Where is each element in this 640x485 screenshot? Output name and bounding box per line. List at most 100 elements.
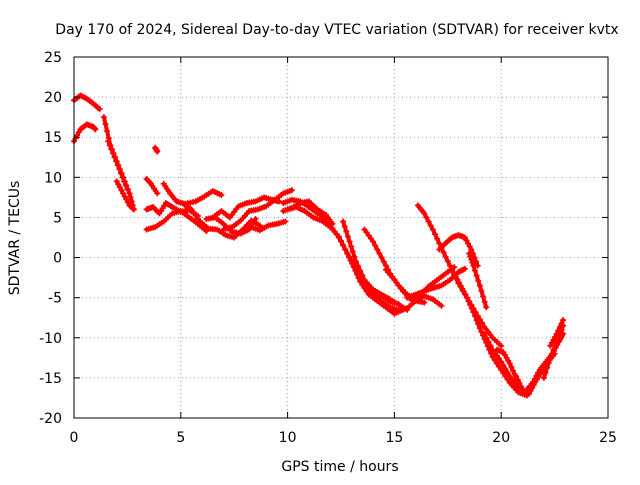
data-point [475,277,482,284]
data-point [514,376,521,383]
data-point [327,222,334,229]
data-point [481,330,488,337]
data-point [442,253,449,260]
data-point [461,265,468,272]
data-point [349,248,356,255]
y-tick-label: -5 [48,291,62,307]
data-point [126,190,133,197]
data-point [544,364,551,371]
data-point [506,360,513,367]
data-point [354,271,361,278]
data-point [468,305,475,312]
data-point [487,342,494,349]
data-point [124,186,131,193]
data-point [282,218,289,225]
data-point [446,262,453,269]
data-point [154,148,161,155]
data-point [130,206,137,213]
data-point [545,359,552,366]
data-point [363,288,370,295]
data-point [363,229,370,236]
data-point [547,354,554,361]
data-point [493,352,500,359]
data-point [461,234,468,241]
data-point [104,128,111,135]
data-layer [71,92,567,399]
y-tick-label: -15 [39,371,62,387]
data-point [466,250,473,257]
data-point [344,250,351,257]
x-tick-label: 5 [176,430,185,446]
data-point [481,298,488,305]
series-track-9 [152,144,161,155]
y-tick-label: 5 [53,210,62,226]
series-track-5 [113,178,137,213]
data-point [493,360,500,367]
data-point [456,279,463,286]
data-point [466,243,473,250]
data-point [127,194,134,201]
data-point [553,330,560,337]
x-tick-label: 15 [385,430,403,446]
data-point [540,374,547,381]
data-point [359,281,366,288]
data-point [252,216,259,223]
data-point [370,238,377,245]
data-point [123,196,130,203]
y-tick-label: 15 [44,130,62,146]
data-point [96,106,103,113]
data-point [548,339,555,346]
x-tick-label: 10 [279,430,297,446]
data-point [468,256,475,263]
data-point [102,121,109,128]
data-point [348,243,355,250]
data-point [113,158,120,165]
series-track-26 [436,232,481,269]
data-point [462,291,469,298]
data-point [124,199,131,206]
data-point [146,179,153,186]
data-point [552,333,559,340]
data-point [472,267,479,274]
data-point [530,378,537,385]
data-point [128,198,135,205]
data-point [427,222,434,229]
data-point [547,342,554,349]
data-point [188,206,195,213]
data-point [560,317,567,324]
data-point [105,138,112,145]
data-point [429,226,436,233]
data-point [355,263,362,270]
data-point [535,369,542,376]
data-point [425,218,432,225]
data-point [509,367,516,374]
data-point [531,375,538,382]
data-point [473,317,480,324]
data-point [476,325,483,332]
data-point [451,270,458,277]
data-point [192,212,199,219]
data-point [333,231,340,238]
data-point [346,238,353,245]
data-point [361,285,368,292]
data-point [344,233,351,240]
data-point [550,336,557,343]
data-point [355,275,362,282]
data-point [465,298,472,305]
data-point [498,342,505,349]
data-point [542,369,549,376]
data-point [352,258,359,265]
data-point [154,190,161,197]
data-point [365,232,372,239]
data-point [346,253,353,260]
data-point [459,285,466,292]
data-point [352,267,359,274]
y-axis-label: SDTVAR / TECUs [7,181,23,296]
data-point [114,162,121,169]
data-point [548,350,555,357]
data-point [508,364,515,371]
data-point [338,238,344,245]
data-point [119,174,126,181]
data-point [476,282,483,289]
series-track-4 [105,138,131,193]
